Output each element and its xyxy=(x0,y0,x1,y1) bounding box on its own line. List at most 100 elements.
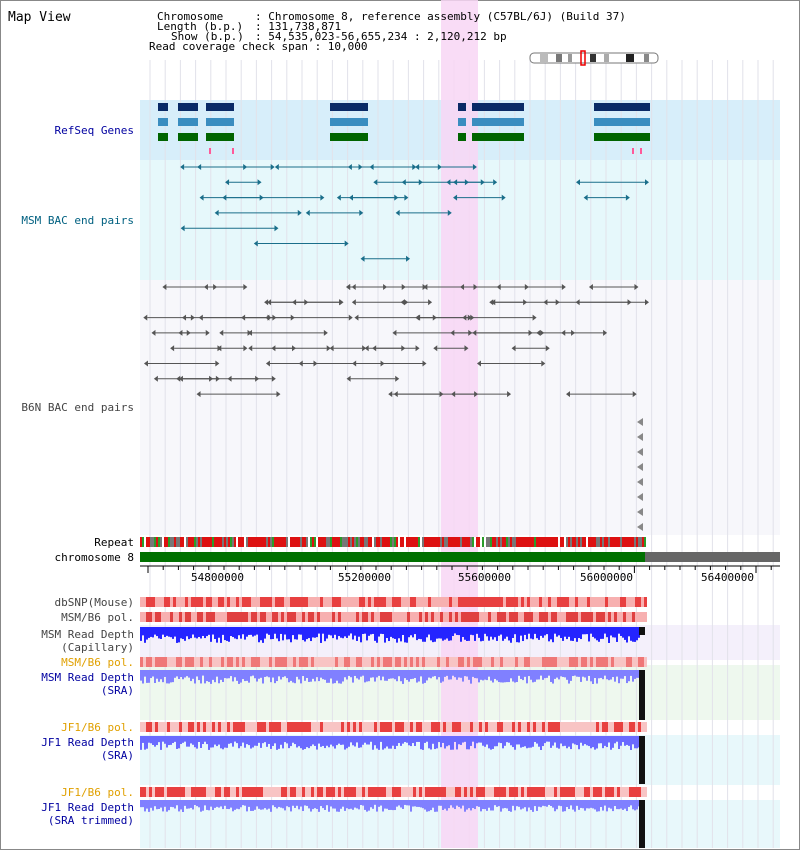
b6n-bac-pair-end xyxy=(162,284,167,290)
jf1-trim-depth xyxy=(358,800,360,810)
track-label-jf1-b6-pol-1[interactable]: JF1/B6 pol. xyxy=(61,721,134,734)
jf1-sra-depth xyxy=(302,736,304,750)
msm-sra-depth xyxy=(478,670,480,683)
track-label-jf1-read-trimmed[interactable]: JF1 Read Depth (SRA trimmed) xyxy=(41,801,134,827)
track-label-chromosome[interactable]: chromosome 8 xyxy=(54,551,134,564)
jf1-trim-depth xyxy=(486,800,488,811)
jf1-sra-depth xyxy=(316,736,318,750)
jf1-trim-depth xyxy=(322,800,324,809)
msm-b6-pol2-cell xyxy=(440,657,443,667)
jf1-sra-depth xyxy=(506,736,508,743)
dbsnp-cell xyxy=(143,597,146,607)
jf1-b6-pol-cell xyxy=(317,722,320,732)
msm-cap-depth xyxy=(438,627,440,639)
msm-sra-depth xyxy=(170,670,172,683)
track-label-jf1-b6-pol-2[interactable]: JF1/B6 pol. xyxy=(61,786,134,799)
jf1-b6-pol2-cell xyxy=(239,787,242,797)
dbsnp-cell xyxy=(611,597,614,607)
track-label-msm-b6-pol-1[interactable]: MSM/B6 pol. xyxy=(61,611,134,624)
msm-sra-depth xyxy=(632,670,634,682)
msm-cap-depth xyxy=(532,627,534,640)
msm-b6-pol-cell xyxy=(254,612,257,622)
gene-exon xyxy=(206,133,234,141)
jf1-b6-pol-cell xyxy=(215,722,218,732)
jf1-b6-pol-cell xyxy=(494,722,497,732)
track-label-dbsnp[interactable]: dbSNP(Mouse) xyxy=(54,596,134,609)
track-label-msm-read-capillary[interactable]: MSM Read Depth (Capillary) xyxy=(41,628,134,654)
msm-sra-depth xyxy=(428,670,430,678)
msm-sra-depth xyxy=(626,670,628,684)
msm-cap-depth xyxy=(490,627,492,637)
repeat-mark xyxy=(374,537,376,547)
dbsnp-cell xyxy=(392,597,395,607)
jf1-b6-pol2-cell xyxy=(572,787,575,797)
b6n-bac-pair-end xyxy=(416,314,421,321)
dbsnp-cell xyxy=(200,597,203,607)
msm-sra-depth xyxy=(182,670,184,680)
track-label-msm-read-sra[interactable]: MSM Read Depth (SRA) xyxy=(41,671,134,697)
jf1-sra-depth xyxy=(558,736,560,749)
b6n-bac-pair-end xyxy=(489,299,494,306)
jf1-b6-pol2-cell xyxy=(158,787,161,797)
jf1-b6-pol2-cell xyxy=(560,787,563,797)
jf1-b6-pol-cell xyxy=(371,722,374,732)
track-label-b6n-bac[interactable]: B6N BAC end pairs xyxy=(21,401,134,414)
msm-sra-depth xyxy=(408,670,410,682)
b6n-bac-pair-end xyxy=(632,391,637,398)
jf1-trim-depth xyxy=(282,800,284,809)
msm-b6-pol2-cell xyxy=(560,657,563,667)
msm-cap-depth xyxy=(590,627,592,634)
msm-sra-depth xyxy=(512,670,514,682)
jf1-trim-depth xyxy=(606,800,608,812)
dbsnp-cell xyxy=(326,597,329,607)
msm-sra-depth xyxy=(286,670,288,679)
jf1-sra-depth xyxy=(376,736,378,749)
ideogram-band xyxy=(556,54,562,62)
jf1-sra-depth xyxy=(454,736,456,742)
repeat-mark xyxy=(466,537,468,547)
msm-sra-depth xyxy=(438,670,440,678)
track-label-msm-b6-pol-2[interactable]: MSM/B6 pol. xyxy=(61,656,134,669)
msm-b6-pol-cell xyxy=(587,612,590,622)
jf1-trim-depth xyxy=(466,800,468,810)
msm-sra-depth xyxy=(274,670,276,684)
jf1-trim-depth xyxy=(342,800,344,807)
repeat-mark xyxy=(522,537,524,547)
msm-cap-depth xyxy=(348,627,350,636)
msm-bac-pair-end xyxy=(447,209,452,216)
dbsnp-cell xyxy=(590,597,593,607)
msm-sra-depth xyxy=(196,670,198,677)
jf1-sra-depth xyxy=(362,736,364,745)
track-label-repeat[interactable]: Repeat xyxy=(94,536,134,549)
dbsnp-cell xyxy=(626,597,629,607)
jf1-trim-depth xyxy=(508,800,510,811)
msm-sra-depth xyxy=(316,670,318,678)
b6n-bac-pair-end xyxy=(227,375,232,382)
jf1-trim-depth xyxy=(270,800,272,812)
jf1-sra-depth xyxy=(280,736,282,745)
jf1-trim-depth xyxy=(494,800,496,806)
msm-sra-depth xyxy=(216,670,218,677)
repeat-mark xyxy=(586,537,588,547)
track-label-msm-bac[interactable]: MSM BAC end pairs xyxy=(21,214,134,227)
jf1-b6-pol2-cell xyxy=(188,787,191,797)
msm-sra-depth xyxy=(606,670,608,680)
msm-b6-pol-cell xyxy=(287,612,290,622)
jf1-sra-depth xyxy=(566,736,568,749)
jf1-trim-depth xyxy=(218,800,220,808)
jf1-sra-depth xyxy=(388,736,390,749)
track-label-refseq[interactable]: RefSeq Genes xyxy=(54,124,134,137)
jf1-b6-pol-cell xyxy=(452,722,455,732)
track-label-jf1-read-sra[interactable]: JF1 Read Depth (SRA) xyxy=(41,736,134,762)
jf1-b6-pol-cell xyxy=(521,722,524,732)
repeat-mark xyxy=(480,537,482,547)
dbsnp-cell xyxy=(431,597,434,607)
msm-b6-pol-cell xyxy=(314,612,317,622)
jf1-sra-depth xyxy=(344,736,346,750)
jf1-sra-depth xyxy=(428,736,430,749)
msm-cap-depth xyxy=(586,627,588,635)
jf1-b6-pol-cell xyxy=(263,722,266,732)
msm-cap-depth xyxy=(582,627,584,635)
repeat-mark xyxy=(458,537,460,547)
